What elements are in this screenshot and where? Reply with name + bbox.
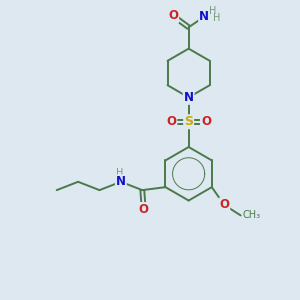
Text: N: N (184, 91, 194, 104)
Text: CH₃: CH₃ (242, 210, 260, 220)
Text: S: S (184, 115, 193, 128)
Text: N: N (199, 10, 209, 23)
Text: H: H (116, 169, 123, 178)
Text: N: N (116, 175, 126, 188)
Text: O: O (168, 10, 178, 22)
Text: O: O (139, 203, 149, 216)
Text: O: O (167, 115, 176, 128)
Text: O: O (201, 115, 211, 128)
Text: O: O (219, 199, 229, 212)
Text: H: H (209, 7, 217, 16)
Text: H: H (213, 13, 220, 23)
